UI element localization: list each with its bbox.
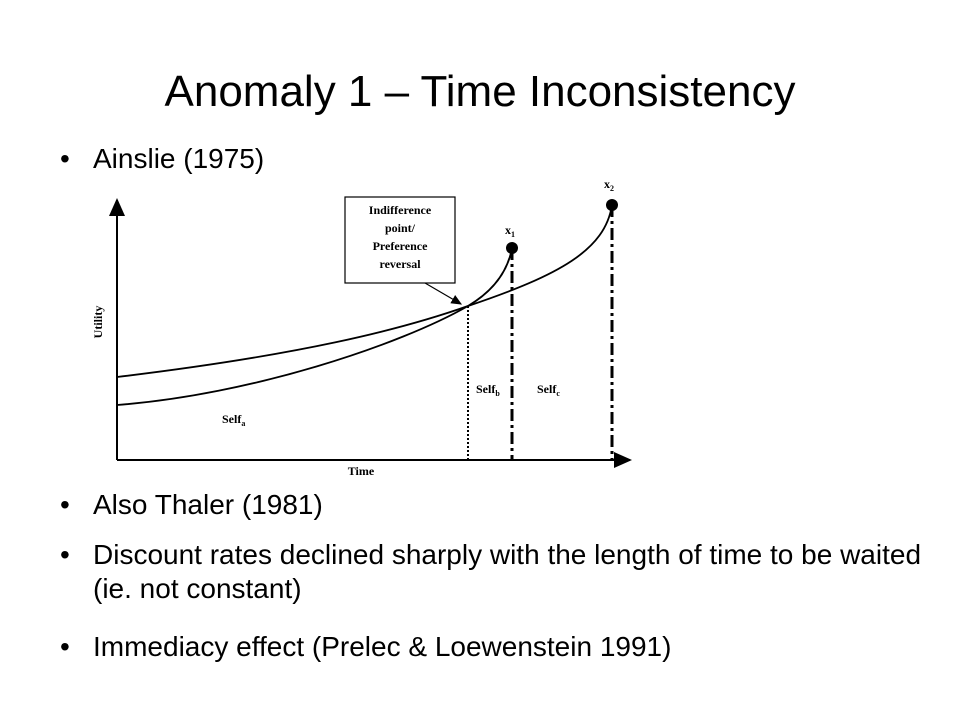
bullet: • Also Thaler (1981)	[60, 489, 323, 520]
box-line: point/	[385, 221, 416, 235]
label-arrow	[424, 282, 463, 305]
bullet: • Immediacy effect (Prelec & Loewenstein …	[60, 631, 672, 662]
box-text: Indifference point/Preference reversal	[369, 203, 432, 271]
bullet: • Discount rates declined sharply with th…	[60, 539, 922, 604]
x1-point	[506, 242, 518, 254]
label-box	[344, 196, 456, 284]
x-axis-label: Time	[348, 464, 375, 478]
bullet: • Ainslie (1975)	[60, 143, 265, 174]
self-c-label: Selfc	[537, 382, 560, 398]
box-line: Indifference	[369, 203, 432, 217]
curve-x1	[116, 247, 513, 406]
slide-title: Anomaly 1 – Time Inconsistency	[164, 67, 796, 116]
self-b-label: Selfb	[476, 382, 500, 398]
x1-label: x1	[505, 223, 515, 239]
box-line: reversal	[379, 257, 421, 271]
box-line: Preference	[373, 239, 429, 253]
x2-point	[606, 199, 618, 211]
x2-label: x2	[604, 177, 614, 193]
self-a-label: Selfa	[222, 412, 245, 428]
curve-x2	[116, 204, 613, 378]
y-axis-label: Utility	[91, 306, 105, 339]
